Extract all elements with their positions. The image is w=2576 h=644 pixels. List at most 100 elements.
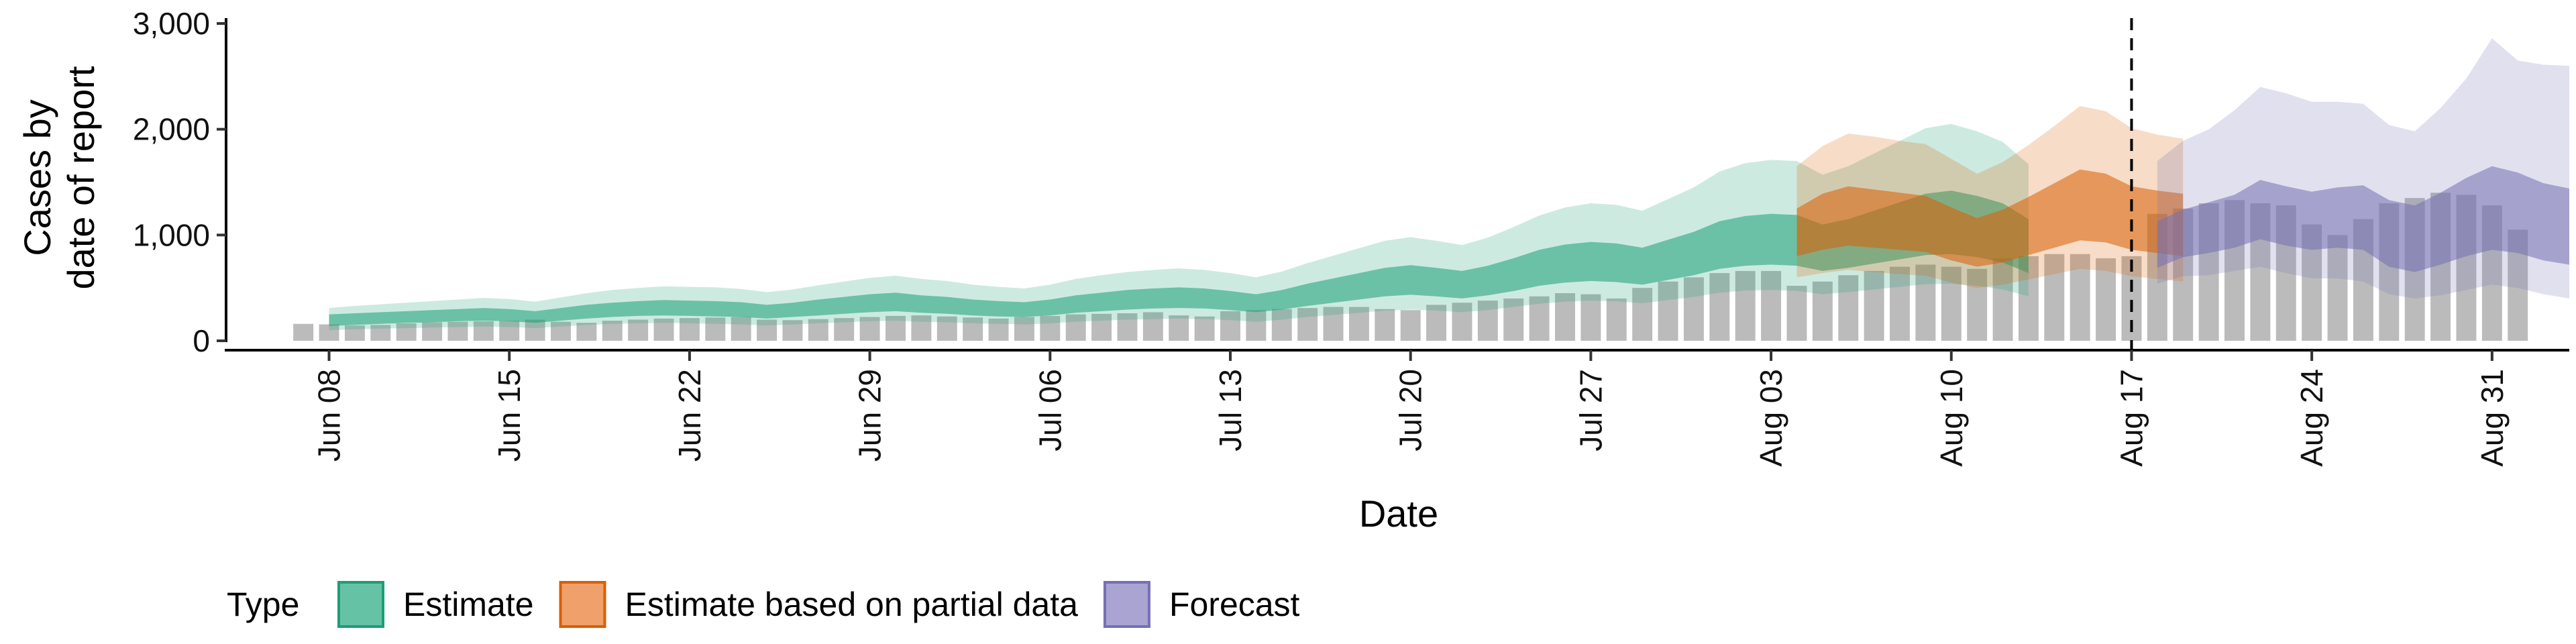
reported-cases-bar xyxy=(988,318,1009,341)
reported-cases-bar xyxy=(1632,288,1653,341)
reported-cases-bar xyxy=(370,325,391,341)
reported-cases-bar xyxy=(344,325,365,341)
reported-cases-bar xyxy=(1761,270,1782,341)
reported-cases-bar xyxy=(1812,281,1833,341)
reported-cases-bar xyxy=(731,317,751,341)
reported-cases-bar xyxy=(473,321,494,341)
reported-cases-bar xyxy=(2327,235,2348,341)
reported-cases-bar xyxy=(525,319,545,341)
reported-cases-bar xyxy=(1117,313,1138,341)
reported-cases-bar xyxy=(911,315,932,341)
reported-cases-bar xyxy=(963,317,983,341)
estimate-based-on-partial-data-inner-band xyxy=(1796,169,2184,267)
reported-cases-bar xyxy=(1864,270,1884,341)
reported-cases-bar xyxy=(1323,307,1344,341)
y-tick-label: 0 xyxy=(193,323,210,358)
reported-cases-bar xyxy=(653,318,674,341)
x-tick-label: Jul 20 xyxy=(1393,369,1428,451)
reported-cases-bar xyxy=(885,315,906,341)
reported-cases-bar xyxy=(1091,313,1112,341)
y-tick-label: 3,000 xyxy=(133,6,210,41)
x-tick-label: Jul 27 xyxy=(1573,369,1608,451)
reported-cases-bar xyxy=(1967,268,1988,341)
reported-cases-bar xyxy=(422,322,443,341)
reported-cases-bar xyxy=(1375,309,1395,341)
y-ticks: 0 1,000 2,000 3,000 xyxy=(133,6,226,358)
reported-cases-bar xyxy=(576,323,597,341)
reported-cases-bar xyxy=(1890,266,1910,341)
reported-cases-bar xyxy=(1477,301,1498,341)
reported-cases-bar xyxy=(1452,303,1472,341)
x-tick-label: Aug 17 xyxy=(2114,369,2149,467)
reported-cases-bar xyxy=(705,317,726,341)
reported-cases-bar xyxy=(628,319,649,341)
legend-label-estimate-based-on-partial-data: Estimate based on partial data xyxy=(625,586,1079,623)
reported-cases-bar xyxy=(2070,254,2090,341)
reported-cases-bar xyxy=(936,316,957,341)
forecast-inner-band xyxy=(2157,166,2569,272)
reported-cases-bar xyxy=(808,319,828,341)
legend: Type Estimate Estimate based on partial d… xyxy=(227,581,1300,628)
reported-cases-bar xyxy=(1992,258,2013,341)
forecast-outer-band xyxy=(2157,38,2569,299)
reported-cases-bar xyxy=(1040,315,1061,341)
reported-cases-bar xyxy=(1400,310,1421,341)
x-tick-label: Aug 31 xyxy=(2475,369,2510,467)
reported-cases-bar xyxy=(1735,270,1756,341)
reported-cases-bar xyxy=(1941,266,1962,341)
reported-cases-bar xyxy=(1658,281,1678,341)
reported-cases-bar xyxy=(1683,277,1704,341)
x-tick-label: Jun 22 xyxy=(672,369,707,462)
reported-cases-bar xyxy=(1220,311,1240,341)
y-axis-title-line-1: Cases by xyxy=(16,99,58,256)
axes: 0 1,000 2,000 3,000 Jun 08 Jun 15 Jun 22 Jun 2… xyxy=(133,6,2569,467)
reported-cases-bar xyxy=(2044,254,2065,341)
legend-label-estimate: Estimate xyxy=(403,586,534,623)
x-tick-label: Jul 06 xyxy=(1032,369,1067,451)
reported-cases-bar xyxy=(2096,258,2116,341)
reported-cases-bar xyxy=(834,318,855,341)
reported-cases-bar xyxy=(1426,305,1447,341)
reported-cases-bar xyxy=(293,323,314,341)
reported-cases-bar xyxy=(447,321,468,341)
reported-cases-bar xyxy=(1065,314,1086,341)
reported-cases-bar xyxy=(1271,309,1292,341)
x-tick-label: Aug 10 xyxy=(1934,369,1969,467)
reported-cases-bar xyxy=(1580,294,1601,341)
x-tick-label: Aug 03 xyxy=(1754,369,1788,467)
reported-cases-bar xyxy=(1529,296,1550,341)
reported-cases-bar xyxy=(1503,298,1524,341)
legend-title: Type xyxy=(227,586,299,623)
x-tick-label: Jun 15 xyxy=(492,369,527,462)
y-tick-label: 2,000 xyxy=(133,112,210,147)
reported-cases-bar xyxy=(1606,298,1627,341)
x-ticks: Jun 08 Jun 15 Jun 22 Jun 29 Jul 06 Jul 13 Jul … xyxy=(312,350,2510,467)
reported-cases-bar xyxy=(1169,315,1189,341)
x-tick-label: Jun 29 xyxy=(853,369,888,462)
estimate-inner-band xyxy=(329,191,2029,326)
legend-swatch-estimate-based-on-partial-data xyxy=(559,581,606,628)
reported-cases-bar xyxy=(499,321,520,341)
reported-cases-bar xyxy=(757,319,777,341)
x-axis-title: Date xyxy=(1359,492,1438,535)
reported-cases-bar xyxy=(1014,317,1034,341)
reported-cases-bar xyxy=(1709,273,1730,341)
x-tick-label: Aug 24 xyxy=(2294,369,2329,467)
reported-cases-bar xyxy=(396,323,417,341)
reported-cases-bar xyxy=(859,317,880,341)
x-tick-label: Jun 08 xyxy=(312,369,347,462)
reported-cases-bar xyxy=(1246,310,1267,341)
legend-label-forecast: Forecast xyxy=(1169,586,1300,623)
reported-cases-bar xyxy=(679,318,700,341)
x-tick-label: Jul 13 xyxy=(1213,369,1248,451)
legend-swatch-forecast xyxy=(1103,581,1150,628)
reported-cases-bar xyxy=(1194,316,1215,341)
reported-cases-bar xyxy=(1786,286,1807,341)
reported-cases-bar xyxy=(602,321,623,341)
y-axis-title-line-2: date of report xyxy=(60,66,102,290)
reported-cases-bar xyxy=(1297,308,1318,341)
reported-cases-bar xyxy=(1838,275,1859,341)
reported-cases-bar xyxy=(551,321,571,341)
reported-cases-bar xyxy=(1348,307,1369,341)
